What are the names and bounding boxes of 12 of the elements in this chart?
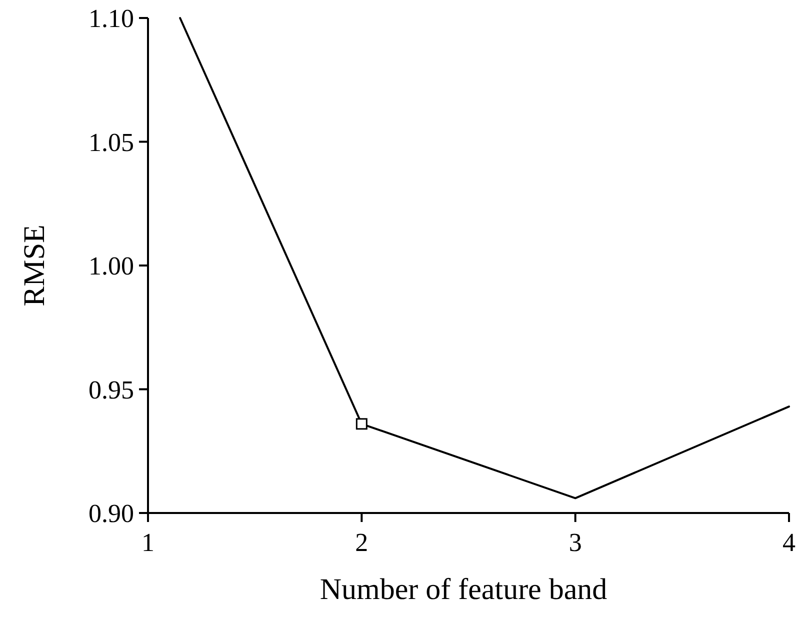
y-tick-label: 1.05: [88, 128, 134, 157]
x-tick-label: 4: [782, 528, 796, 557]
x-tick-label: 2: [355, 528, 368, 557]
y-axis-title: RMSE: [18, 224, 51, 306]
y-tick-label: 1.10: [88, 4, 134, 34]
x-axis-title: Number of feature band: [320, 573, 608, 606]
y-tick-label: 0.90: [88, 499, 134, 528]
x-tick-label: 3: [568, 528, 582, 557]
x-tick-label: 1: [142, 528, 154, 557]
y-tick-label: 0.95: [88, 375, 134, 404]
y-tick-label: 1.00: [88, 252, 134, 281]
line-series: [179, 17, 790, 500]
